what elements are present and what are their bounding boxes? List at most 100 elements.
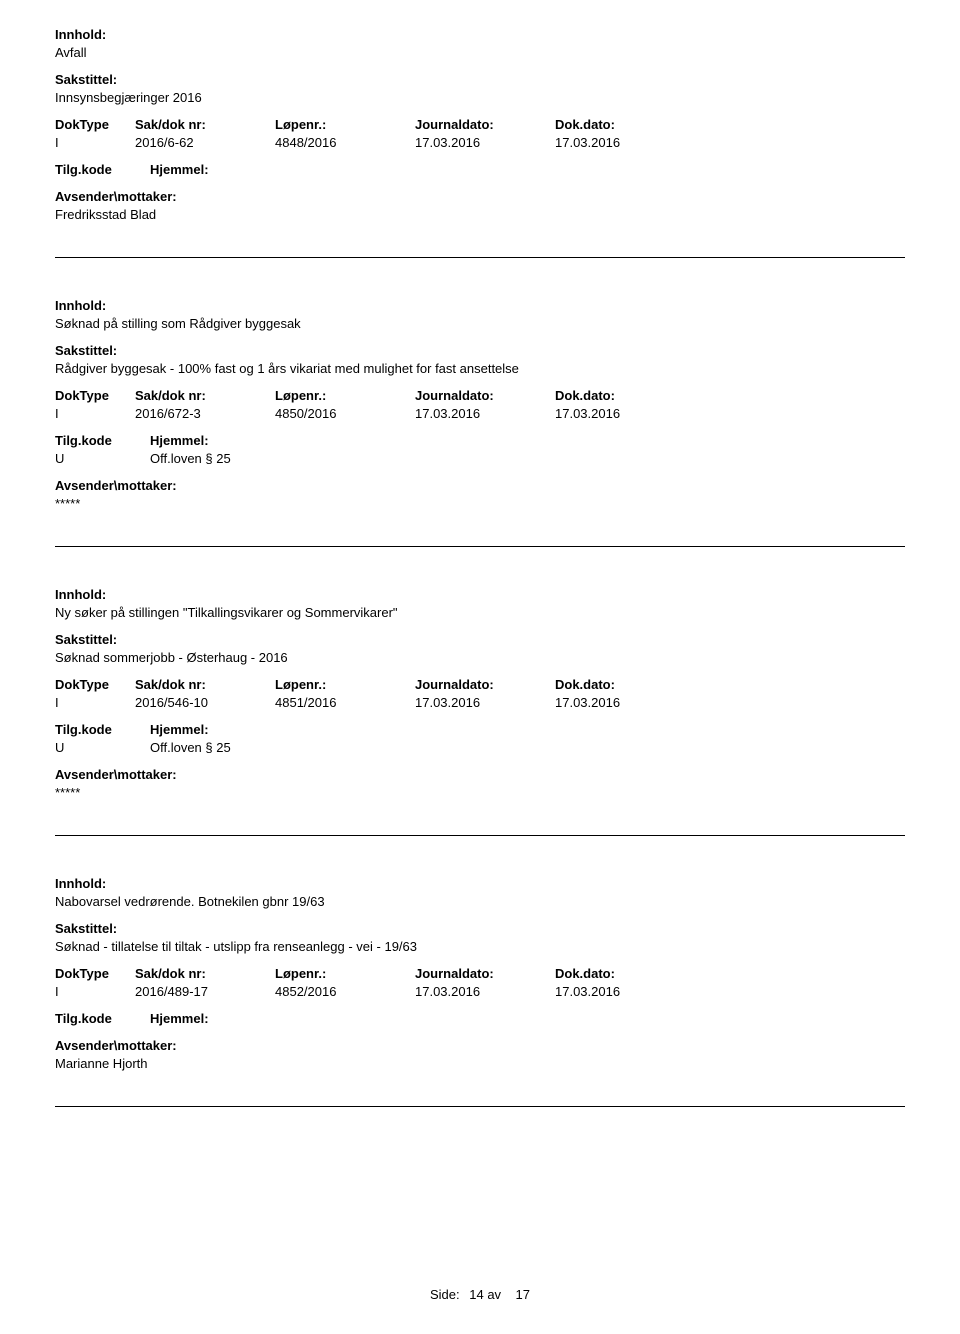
lopenr-header: Løpenr.: <box>275 388 415 403</box>
journal-entry: Innhold: Nabovarsel vedrørende. Botnekil… <box>55 876 905 1107</box>
innhold-value: Avfall <box>55 45 905 60</box>
dokdato-header: Dok.dato: <box>555 966 695 981</box>
sakstittel-label: Sakstittel: <box>55 72 905 87</box>
saknr-value: 2016/546-10 <box>135 695 275 710</box>
table-row: I 2016/489-17 4852/2016 17.03.2016 17.03… <box>55 984 905 999</box>
lopenr-value: 4852/2016 <box>275 984 415 999</box>
journaldato-header: Journaldato: <box>415 117 555 132</box>
av-label: av <box>487 1287 501 1302</box>
journaldato-header: Journaldato: <box>415 388 555 403</box>
page-total: 17 <box>516 1287 530 1302</box>
page-footer: Side: 14 av 17 <box>55 1287 905 1302</box>
hjemmel-value: Off.loven § 25 <box>150 451 231 466</box>
table-row: I 2016/672-3 4850/2016 17.03.2016 17.03.… <box>55 406 905 421</box>
innhold-value: Søknad på stilling som Rådgiver byggesak <box>55 316 905 331</box>
sakstittel-value: Innsynsbegjæringer 2016 <box>55 90 905 105</box>
doktype-value: I <box>55 695 135 710</box>
avsender-label: Avsender\mottaker: <box>55 1038 905 1053</box>
doktype-value: I <box>55 135 135 150</box>
table-row: I 2016/6-62 4848/2016 17.03.2016 17.03.2… <box>55 135 905 150</box>
page-current: 14 <box>469 1287 483 1302</box>
doktype-header: DokType <box>55 388 135 403</box>
innhold-label: Innhold: <box>55 587 905 602</box>
tilg-value-row: U Off.loven § 25 <box>55 740 905 755</box>
innhold-label: Innhold: <box>55 298 905 313</box>
avsender-value: ***** <box>55 496 905 511</box>
tilgkode-value: U <box>55 451 150 466</box>
saknr-header: Sak/dok nr: <box>135 117 275 132</box>
journaldato-value: 17.03.2016 <box>415 984 555 999</box>
tilgkode-label: Tilg.kode <box>55 433 150 448</box>
lopenr-header: Løpenr.: <box>275 117 415 132</box>
saknr-value: 2016/489-17 <box>135 984 275 999</box>
lopenr-header: Løpenr.: <box>275 966 415 981</box>
tilg-row: Tilg.kode Hjemmel: <box>55 722 905 737</box>
doktype-value: I <box>55 984 135 999</box>
hjemmel-label: Hjemmel: <box>150 433 209 448</box>
sakstittel-value: Søknad - tillatelse til tiltak - utslipp… <box>55 939 905 954</box>
entry-separator <box>55 257 905 258</box>
hjemmel-value: Off.loven § 25 <box>150 740 231 755</box>
hjemmel-label: Hjemmel: <box>150 1011 209 1026</box>
lopenr-value: 4851/2016 <box>275 695 415 710</box>
journal-entry: Innhold: Avfall Sakstittel: Innsynsbegjæ… <box>55 27 905 258</box>
innhold-value: Ny søker på stillingen "Tilkallingsvikar… <box>55 605 905 620</box>
avsender-label: Avsender\mottaker: <box>55 478 905 493</box>
sakstittel-label: Sakstittel: <box>55 632 905 647</box>
saknr-value: 2016/672-3 <box>135 406 275 421</box>
dokdato-header: Dok.dato: <box>555 117 695 132</box>
journaldato-value: 17.03.2016 <box>415 135 555 150</box>
sakstittel-value: Søknad sommerjobb - Østerhaug - 2016 <box>55 650 905 665</box>
saknr-value: 2016/6-62 <box>135 135 275 150</box>
doktype-header: DokType <box>55 966 135 981</box>
avsender-value: ***** <box>55 785 905 800</box>
table-header: DokType Sak/dok nr: Løpenr.: Journaldato… <box>55 388 905 403</box>
tilg-value-row: U Off.loven § 25 <box>55 451 905 466</box>
dokdato-value: 17.03.2016 <box>555 695 695 710</box>
innhold-label: Innhold: <box>55 876 905 891</box>
doktype-header: DokType <box>55 117 135 132</box>
tilgkode-label: Tilg.kode <box>55 162 150 177</box>
table-row: I 2016/546-10 4851/2016 17.03.2016 17.03… <box>55 695 905 710</box>
sakstittel-value: Rådgiver byggesak - 100% fast og 1 års v… <box>55 361 905 376</box>
dokdato-value: 17.03.2016 <box>555 984 695 999</box>
table-header: DokType Sak/dok nr: Løpenr.: Journaldato… <box>55 677 905 692</box>
saknr-header: Sak/dok nr: <box>135 677 275 692</box>
sakstittel-label: Sakstittel: <box>55 921 905 936</box>
journaldato-header: Journaldato: <box>415 677 555 692</box>
doktype-header: DokType <box>55 677 135 692</box>
sakstittel-label: Sakstittel: <box>55 343 905 358</box>
hjemmel-label: Hjemmel: <box>150 722 209 737</box>
tilgkode-value: U <box>55 740 150 755</box>
tilgkode-label: Tilg.kode <box>55 722 150 737</box>
journal-entry: Innhold: Søknad på stilling som Rådgiver… <box>55 298 905 547</box>
avsender-label: Avsender\mottaker: <box>55 767 905 782</box>
tilg-row: Tilg.kode Hjemmel: <box>55 162 905 177</box>
innhold-value: Nabovarsel vedrørende. Botnekilen gbnr 1… <box>55 894 905 909</box>
avsender-value: Fredriksstad Blad <box>55 207 905 222</box>
table-header: DokType Sak/dok nr: Løpenr.: Journaldato… <box>55 966 905 981</box>
hjemmel-label: Hjemmel: <box>150 162 209 177</box>
tilg-row: Tilg.kode Hjemmel: <box>55 433 905 448</box>
journaldato-value: 17.03.2016 <box>415 406 555 421</box>
lopenr-header: Løpenr.: <box>275 677 415 692</box>
tilg-row: Tilg.kode Hjemmel: <box>55 1011 905 1026</box>
avsender-label: Avsender\mottaker: <box>55 189 905 204</box>
journaldato-header: Journaldato: <box>415 966 555 981</box>
journaldato-value: 17.03.2016 <box>415 695 555 710</box>
tilgkode-label: Tilg.kode <box>55 1011 150 1026</box>
entry-separator <box>55 835 905 836</box>
doktype-value: I <box>55 406 135 421</box>
dokdato-header: Dok.dato: <box>555 677 695 692</box>
dokdato-value: 17.03.2016 <box>555 135 695 150</box>
entry-separator <box>55 1106 905 1107</box>
lopenr-value: 4850/2016 <box>275 406 415 421</box>
lopenr-value: 4848/2016 <box>275 135 415 150</box>
dokdato-header: Dok.dato: <box>555 388 695 403</box>
avsender-value: Marianne Hjorth <box>55 1056 905 1071</box>
table-header: DokType Sak/dok nr: Løpenr.: Journaldato… <box>55 117 905 132</box>
entry-separator <box>55 546 905 547</box>
dokdato-value: 17.03.2016 <box>555 406 695 421</box>
saknr-header: Sak/dok nr: <box>135 966 275 981</box>
saknr-header: Sak/dok nr: <box>135 388 275 403</box>
